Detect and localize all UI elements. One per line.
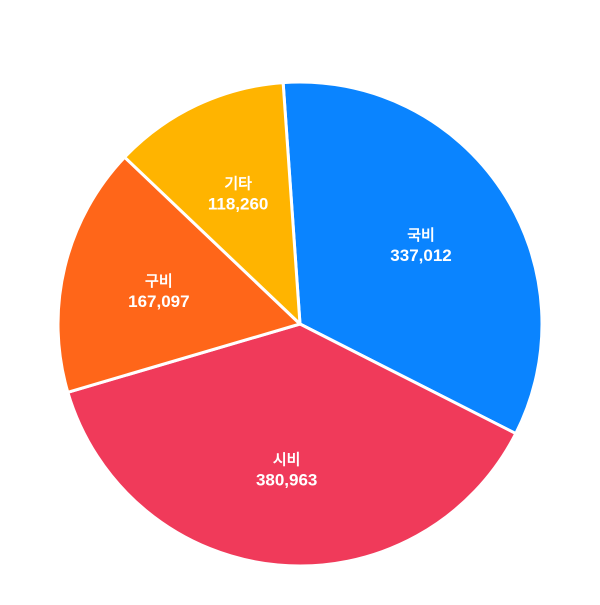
slice-value-label: 337,012 (390, 246, 451, 265)
slice-value-label: 167,097 (128, 292, 189, 311)
pie-slice[interactable] (66, 322, 518, 568)
slice-label: 기타 (224, 176, 252, 193)
pie-slice[interactable] (281, 80, 544, 436)
pie-slices (56, 80, 544, 568)
pie-labels: 국비 337,012 시비 380,963 구비 167,097 기타 118,260 (128, 176, 452, 490)
slice-label: 구비 (145, 273, 173, 290)
pie-slice[interactable] (56, 155, 302, 394)
slice-value-label: 380,963 (256, 471, 317, 490)
slice-label: 국비 (407, 227, 435, 244)
slice-label: 시비 (273, 452, 301, 469)
slice-value-label: 118,260 (208, 195, 269, 214)
pie-slice[interactable] (123, 81, 302, 326)
